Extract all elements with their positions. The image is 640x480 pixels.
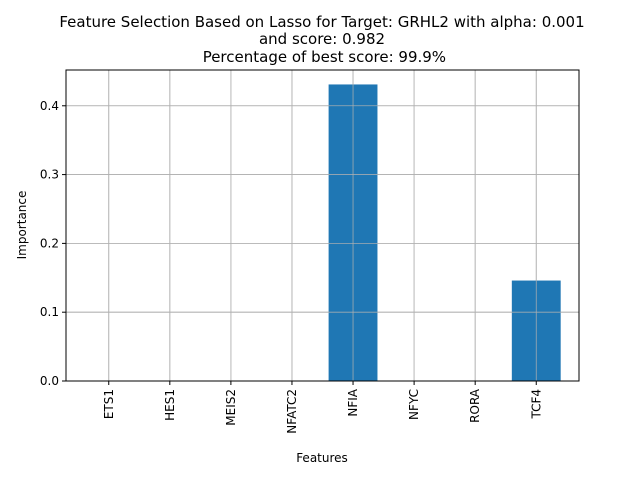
x-tick-label: ETS1 — [102, 389, 116, 419]
grid — [66, 70, 579, 382]
x-tick-label: TCF4 — [529, 389, 543, 420]
y-tick-label: 0.2 — [40, 236, 59, 250]
y-tick-label: 0.3 — [40, 168, 59, 182]
x-axis-label: Features — [296, 451, 348, 465]
plot-frame — [65, 69, 580, 382]
x-axis-ticks: ETS1 HES1 MEIS2 NFATC2 NFIA NFYC RORA TCF4 — [102, 381, 543, 434]
y-tick-label: 0.0 — [40, 374, 59, 388]
chart-title-line-1: Feature Selection Based on Lasso for Tar… — [59, 13, 584, 31]
chart-title: Feature Selection Based on Lasso for Tar… — [59, 13, 584, 66]
chart-title-line-2: and score: 0.982 — [259, 30, 385, 48]
y-axis-ticks: 0.0 0.1 0.2 0.3 0.4 — [40, 99, 66, 388]
x-tick-label: NFATC2 — [285, 389, 299, 434]
x-tick-label: NFIA — [346, 388, 360, 416]
y-axis-label: Importance — [15, 191, 29, 260]
chart-title-line-3: Percentage of best score: 99.9% — [198, 48, 446, 66]
y-tick-label: 0.1 — [40, 305, 59, 319]
x-tick-label: RORA — [468, 388, 482, 423]
x-tick-label: NFYC — [407, 389, 421, 420]
x-tick-label: MEIS2 — [224, 389, 238, 426]
y-tick-label: 0.4 — [40, 99, 59, 113]
x-tick-label: HES1 — [163, 389, 177, 421]
bars — [66, 70, 579, 382]
